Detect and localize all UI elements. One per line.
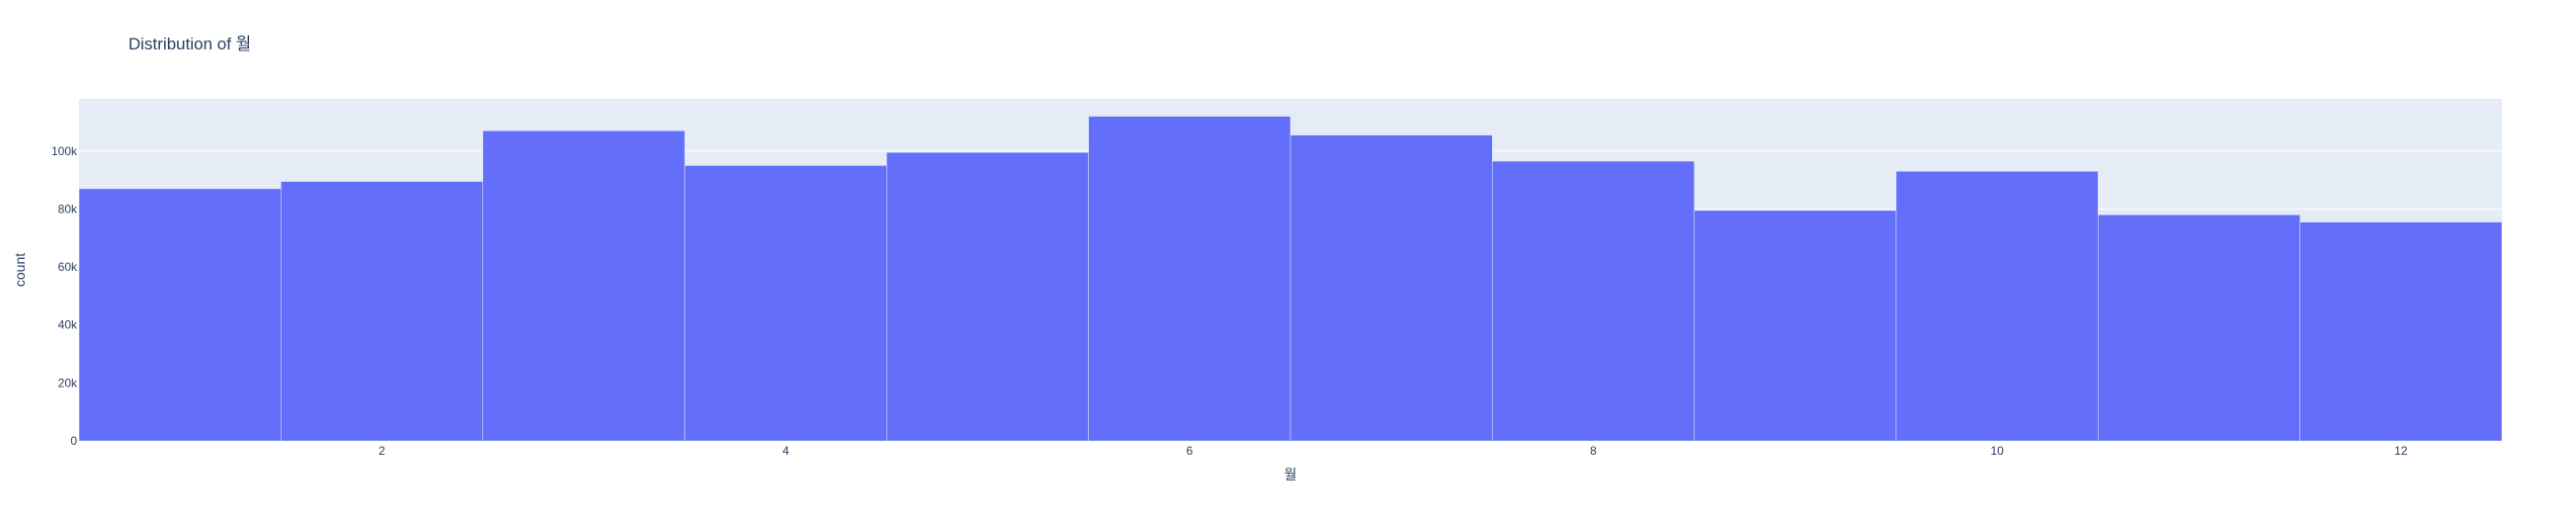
histogram-bar[interactable] <box>1694 210 1897 442</box>
x-tick-label: 12 <box>2394 444 2408 458</box>
histogram-bar[interactable] <box>1492 160 1695 442</box>
bars <box>78 116 2503 442</box>
y-axis-title: count <box>12 253 28 287</box>
y-tick-label: 60k <box>58 260 78 274</box>
chart-title: Distribution of 월 <box>128 35 251 53</box>
y-tick-label: 100k <box>51 144 78 158</box>
histogram-bar[interactable] <box>78 188 282 442</box>
x-tick-label: 10 <box>1990 444 2004 458</box>
y-tick-label: 0 <box>70 434 77 448</box>
histogram-bar[interactable] <box>886 151 1089 442</box>
x-tick-label: 6 <box>1186 444 1193 458</box>
histogram-bar[interactable] <box>482 130 686 442</box>
histogram-bar[interactable] <box>1895 171 2099 442</box>
x-axis-title: 월 <box>1285 467 1297 482</box>
y-tick-label: 40k <box>58 318 78 332</box>
histogram-bar[interactable] <box>1088 116 1291 442</box>
x-axis-ticks: 2 4 6 8 10 12 <box>378 444 2408 458</box>
x-tick-label: 8 <box>1590 444 1597 458</box>
histogram-bar[interactable] <box>2299 221 2503 442</box>
histogram-bar[interactable] <box>281 181 483 442</box>
y-tick-label: 80k <box>58 202 78 216</box>
y-axis-ticks: 0 20k 40k 60k 80k 100k <box>51 144 78 448</box>
histogram-bar[interactable] <box>1289 134 1493 442</box>
x-tick-label: 4 <box>783 444 789 458</box>
y-tick-label: 20k <box>58 376 78 389</box>
histogram-bar[interactable] <box>684 165 887 442</box>
histogram-bar[interactable] <box>2098 215 2300 442</box>
x-tick-label: 2 <box>378 444 385 458</box>
